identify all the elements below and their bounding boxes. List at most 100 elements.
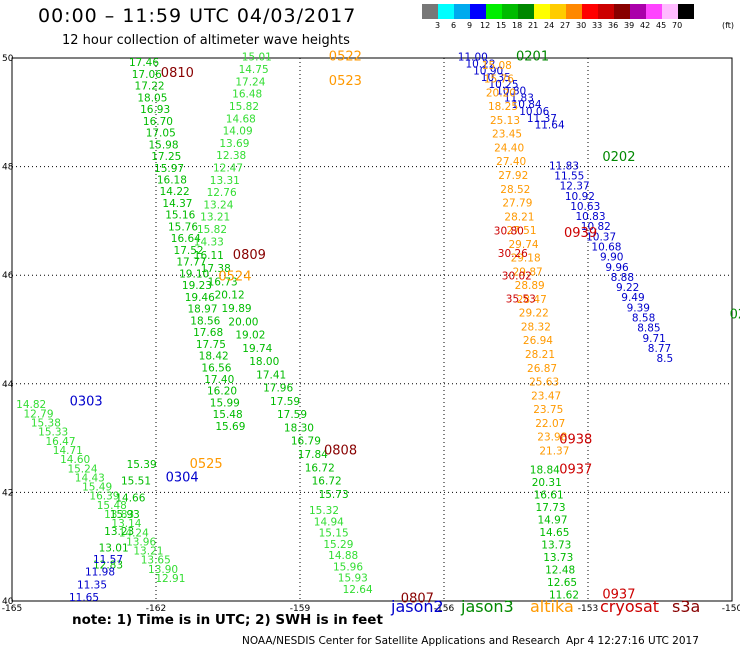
swh-data-label: 17.38 <box>201 263 231 275</box>
swh-data-label: 10.92 <box>565 191 595 203</box>
swh-data-label: 17.75 <box>196 339 226 351</box>
swh-data-label: 8.85 <box>637 323 660 335</box>
generation-timestamp: Apr 4 12:27:16 UTC 2017 <box>566 635 699 647</box>
swh-data-label: 12.38 <box>216 150 246 162</box>
legend-item-cryosat: cryosat <box>600 597 660 616</box>
swh-data-label: 16.73 <box>208 276 238 288</box>
swh-data-label: 20.00 <box>228 316 258 328</box>
pass-time-label: 0938 <box>559 433 592 448</box>
swh-data-label: 13.21 <box>133 546 163 558</box>
swh-data-label: 19.02 <box>235 330 265 342</box>
pass-time-label: 0202 <box>602 150 635 165</box>
swh-data-label: 17.77 <box>176 257 206 269</box>
swh-data-label: 8.77 <box>648 343 671 355</box>
swh-data-label: 13.73 <box>541 539 571 551</box>
y-tick-label: 44 <box>2 380 14 390</box>
swh-data-label: 13.69 <box>219 138 249 150</box>
swh-data-label: 15.93 <box>110 509 140 521</box>
color-swatch <box>582 4 598 19</box>
y-tick-label: 46 <box>2 271 14 281</box>
swh-data-label: 12.47 <box>213 162 243 174</box>
swh-data-label: 14.68 <box>226 113 256 125</box>
color-scale-label: 27 <box>560 21 571 30</box>
swh-data-label: 12.48 <box>545 564 575 576</box>
swh-data-label: 24.40 <box>494 142 524 154</box>
color-swatch <box>678 4 694 19</box>
color-swatch <box>662 4 678 19</box>
swh-data-label: 18.25 <box>488 101 518 113</box>
swh-data-label: 16.72 <box>312 476 342 488</box>
x-tick-label: -162 <box>146 604 166 614</box>
swh-data-label: 27.40 <box>496 156 526 168</box>
swh-data-label: 20.31 <box>532 477 562 489</box>
swh-data-label: 15.15 <box>319 528 349 540</box>
swh-data-label: 11.00 <box>458 52 488 64</box>
chart-subtitle: 12 hour collection of altimeter wave hei… <box>62 33 350 48</box>
swh-data-label: 20.12 <box>215 290 245 302</box>
swh-data-label: 16.47 <box>45 436 75 448</box>
swh-data-label: 17.40 <box>204 374 234 386</box>
swh-data-label: 15.93 <box>338 573 368 585</box>
pass-time-label: 0937 <box>559 462 592 477</box>
pass-time-label: 0525 <box>190 457 223 472</box>
credit-text: NOAA/NESDIS Center for Satellite Applica… <box>242 635 560 647</box>
color-swatch <box>630 4 646 19</box>
swh-data-label: 18.42 <box>199 351 229 363</box>
legend-item-s3a: s3a <box>672 597 701 616</box>
swh-data-label: 9.90 <box>600 252 623 264</box>
swh-data-label: 17.06 <box>132 69 162 81</box>
note-text: note: 1) Time is in UTC; 2) SWH is in fe… <box>72 612 383 628</box>
color-scale-labels: (ft) 3 6 9 12 15 18 21 24 27 30 33 36 39 42 45 70 <box>422 19 740 33</box>
swh-data-label: 15.69 <box>215 421 245 433</box>
swh-data-label: 10.63 <box>570 201 600 213</box>
color-swatch <box>550 4 566 19</box>
swh-data-label: 12.79 <box>23 408 53 420</box>
swh-data-label: 17.24 <box>235 76 265 88</box>
y-tick-label: 48 <box>2 163 14 173</box>
color-swatch <box>502 4 518 19</box>
swh-data-label: 18.00 <box>249 356 279 368</box>
swh-data-label: 28.21 <box>525 349 555 361</box>
pass-time-label: 0939 <box>564 226 597 241</box>
swh-data-label: 14.66 <box>115 492 145 504</box>
swh-data-label: 16.70 <box>143 116 173 128</box>
swh-data-label: 13.21 <box>200 212 230 224</box>
swh-data-label: 17.52 <box>174 245 204 257</box>
swh-data-label: 30.02 <box>502 271 532 283</box>
swh-data-label: 15.24 <box>67 463 97 475</box>
swh-data-label: 28.52 <box>500 184 530 196</box>
swh-data-label: 19.89 <box>222 303 252 315</box>
color-scale-label: 12 <box>480 21 491 30</box>
swh-data-label: 13.14 <box>111 518 141 530</box>
swh-data-label: 10.06 <box>519 106 549 118</box>
swh-data-label: 29.74 <box>509 239 539 251</box>
pass-time-label: 0303 <box>70 395 103 410</box>
swh-data-label: 28.32 <box>521 321 551 333</box>
swh-data-label: 14.09 <box>223 126 253 138</box>
pass-time-label: 0524 <box>218 270 251 285</box>
color-swatch <box>438 4 454 19</box>
swh-data-label: 30.26 <box>498 248 528 260</box>
color-swatch <box>518 4 534 19</box>
swh-data-label: 17.73 <box>536 502 566 514</box>
color-swatch <box>566 4 582 19</box>
swh-data-label: 18.05 <box>137 92 167 104</box>
swh-data-label: 28.21 <box>504 211 534 223</box>
color-scale-label: 39 <box>624 21 635 30</box>
swh-data-label: 14.75 <box>239 64 269 76</box>
color-swatch <box>646 4 662 19</box>
swh-data-label: 14.22 <box>160 186 190 198</box>
swh-data-label: 28.89 <box>515 280 545 292</box>
swh-data-label: 14.65 <box>539 527 569 539</box>
swh-data-label: 13.90 <box>148 564 178 576</box>
swh-data-label: 11.62 <box>549 589 579 601</box>
swh-data-label: 11.83 <box>549 160 579 172</box>
swh-data-label: 14.43 <box>75 472 105 484</box>
y-tick-label: 50 <box>2 54 14 64</box>
color-scale-label: 3 <box>435 21 441 30</box>
swh-data-label: 16.72 <box>305 462 335 474</box>
color-scale: (ft) 3 6 9 12 15 18 21 24 27 30 33 36 39 42 45 70 <box>422 4 740 33</box>
swh-data-label: 12.37 <box>560 181 590 193</box>
swh-data-label: 16.56 <box>201 362 231 374</box>
color-swatch <box>470 4 486 19</box>
